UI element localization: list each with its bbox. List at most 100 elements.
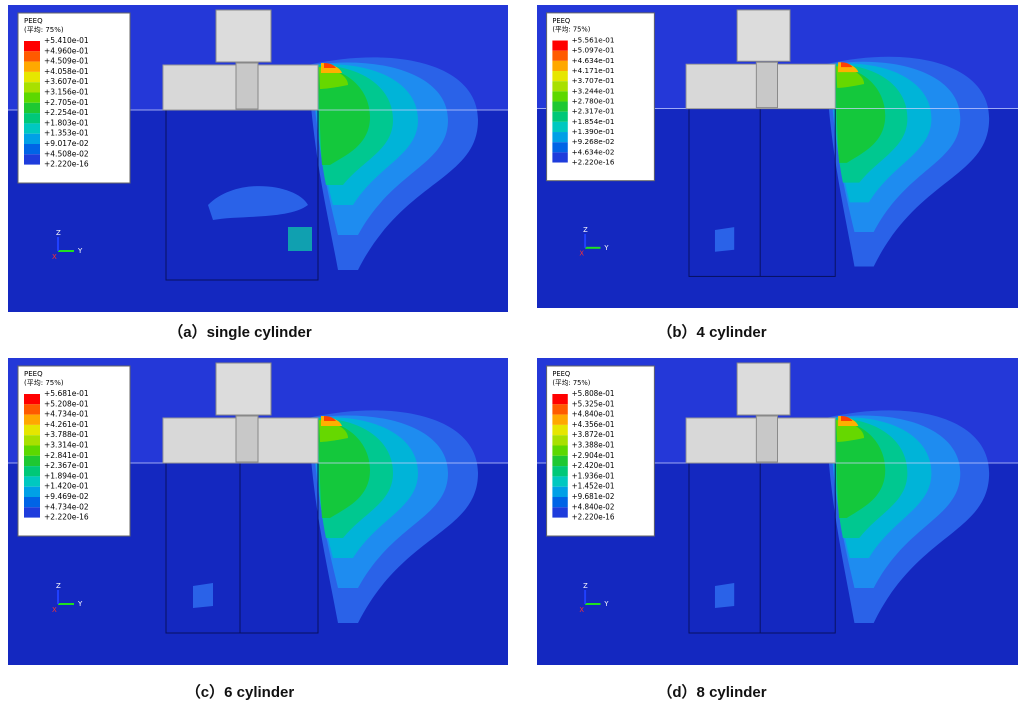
cylinder xyxy=(756,62,777,107)
contour-plot: PEEQ(平均: 75%)+5.681e-01+5.208e-01+4.734e… xyxy=(8,358,508,669)
legend-value: +4.261e-01 xyxy=(44,420,89,429)
legend-swatch xyxy=(552,112,567,122)
legend-swatch xyxy=(552,51,567,61)
legend-value: +5.208e-01 xyxy=(44,399,89,408)
legend-value: +2.705e-01 xyxy=(44,98,89,107)
legend-value: +4.840e-02 xyxy=(572,502,615,511)
triad-label: X xyxy=(579,250,584,258)
legend-value: +1.894e-01 xyxy=(44,471,89,480)
legend-value: +4.634e-01 xyxy=(572,56,615,65)
legend-swatch xyxy=(552,394,567,404)
legend-value: +2.220e-16 xyxy=(572,157,615,166)
plot-canvas: PEEQ(平均: 75%)+5.681e-01+5.208e-01+4.734e… xyxy=(8,358,508,665)
triad-label: X xyxy=(52,606,57,614)
cylinder xyxy=(756,416,777,462)
legend-value: +1.936e-01 xyxy=(572,471,615,480)
legend-swatch xyxy=(24,113,40,123)
triad-label: Y xyxy=(603,244,609,252)
legend-swatch xyxy=(552,435,567,445)
cylinder xyxy=(236,63,258,109)
legend-value: +1.803e-01 xyxy=(44,118,89,127)
legend-value: +2.367e-01 xyxy=(44,461,89,470)
legend-subtitle: (平均: 75%) xyxy=(24,378,64,387)
triad-label: X xyxy=(579,606,584,614)
legend-value: +2.780e-01 xyxy=(572,96,615,105)
legend-swatch xyxy=(24,72,40,82)
legend-swatch xyxy=(552,425,567,435)
triad-label: Y xyxy=(603,600,609,608)
plot-canvas: PEEQ(平均: 75%)+5.561e-01+5.097e-01+4.634e… xyxy=(537,5,1018,308)
legend-value: +5.808e-01 xyxy=(572,389,615,398)
cap xyxy=(737,363,790,415)
contour-plot: PEEQ(平均: 75%)+5.410e-01+4.960e-01+4.509e… xyxy=(8,5,508,316)
legend-value: +9.681e-02 xyxy=(572,492,615,501)
legend-swatch xyxy=(24,435,40,445)
legend-swatch xyxy=(552,152,567,162)
legend-value: +4.734e-01 xyxy=(44,410,89,419)
legend-swatch xyxy=(24,394,40,404)
cap xyxy=(737,10,790,61)
contour-plot: PEEQ(平均: 75%)+5.808e-01+5.325e-01+4.840e… xyxy=(537,358,1018,669)
legend-value: +2.317e-01 xyxy=(572,107,615,116)
plot-canvas: PEEQ(平均: 75%)+5.410e-01+4.960e-01+4.509e… xyxy=(8,5,508,312)
legend-value: +4.960e-01 xyxy=(44,46,89,55)
triad-label: Y xyxy=(77,247,83,255)
legend-swatch xyxy=(552,404,567,414)
legend-subtitle: (平均: 75%) xyxy=(552,25,590,34)
legend-swatch xyxy=(24,466,40,476)
legend-value: +2.841e-01 xyxy=(44,451,89,460)
triad-label: Z xyxy=(56,582,61,590)
contour-region xyxy=(288,227,312,251)
cap xyxy=(216,363,271,415)
contour-region xyxy=(193,583,213,608)
legend-value: +4.734e-02 xyxy=(44,502,89,511)
legend-swatch xyxy=(552,81,567,91)
legend-value: +5.410e-01 xyxy=(44,36,89,45)
caption: （b）4 cylinder xyxy=(472,321,952,342)
legend-swatch xyxy=(24,144,40,154)
legend-value: +4.508e-02 xyxy=(44,149,89,158)
legend-swatch xyxy=(552,466,567,476)
legend-value: +2.220e-16 xyxy=(572,513,615,522)
legend-title: PEEQ xyxy=(552,370,570,378)
legend-swatch xyxy=(24,415,40,425)
cylinder xyxy=(236,416,258,462)
triad-label: X xyxy=(52,253,57,261)
legend-swatch xyxy=(24,476,40,486)
legend-swatch xyxy=(24,134,40,144)
legend-subtitle: (平均: 75%) xyxy=(24,25,64,34)
legend-value: +1.390e-01 xyxy=(572,127,615,136)
legend-swatch xyxy=(24,93,40,103)
legend-value: +3.244e-01 xyxy=(572,86,615,95)
legend-value: +5.097e-01 xyxy=(572,46,615,55)
legend-swatch xyxy=(24,123,40,133)
legend-value: +1.452e-01 xyxy=(572,482,615,491)
legend-value: +3.156e-01 xyxy=(44,88,89,97)
legend-swatch xyxy=(552,71,567,81)
legend-value: +3.607e-01 xyxy=(44,77,89,86)
legend-swatch xyxy=(24,62,40,72)
legend-value: +9.017e-02 xyxy=(44,139,89,148)
legend-title: PEEQ xyxy=(24,17,43,25)
legend-swatch xyxy=(552,476,567,486)
contour-region xyxy=(715,227,734,252)
legend-title: PEEQ xyxy=(552,17,570,25)
legend-swatch xyxy=(24,103,40,113)
legend-swatch xyxy=(552,507,567,517)
legend-swatch xyxy=(552,497,567,507)
legend-value: +3.314e-01 xyxy=(44,441,89,450)
legend-swatch xyxy=(552,446,567,456)
legend-value: +4.171e-01 xyxy=(572,66,615,75)
legend-swatch xyxy=(552,456,567,466)
legend-swatch xyxy=(24,51,40,61)
legend-value: +1.854e-01 xyxy=(572,117,615,126)
legend-swatch xyxy=(24,446,40,456)
legend-value: +2.220e-16 xyxy=(44,160,89,169)
legend-title: PEEQ xyxy=(24,370,43,378)
cap xyxy=(216,10,271,62)
legend-value: +9.268e-02 xyxy=(572,137,615,146)
legend-swatch xyxy=(24,425,40,435)
contour-plot: PEEQ(平均: 75%)+5.561e-01+5.097e-01+4.634e… xyxy=(537,5,1018,312)
legend-swatch xyxy=(552,132,567,142)
triad-label: Z xyxy=(56,229,61,237)
